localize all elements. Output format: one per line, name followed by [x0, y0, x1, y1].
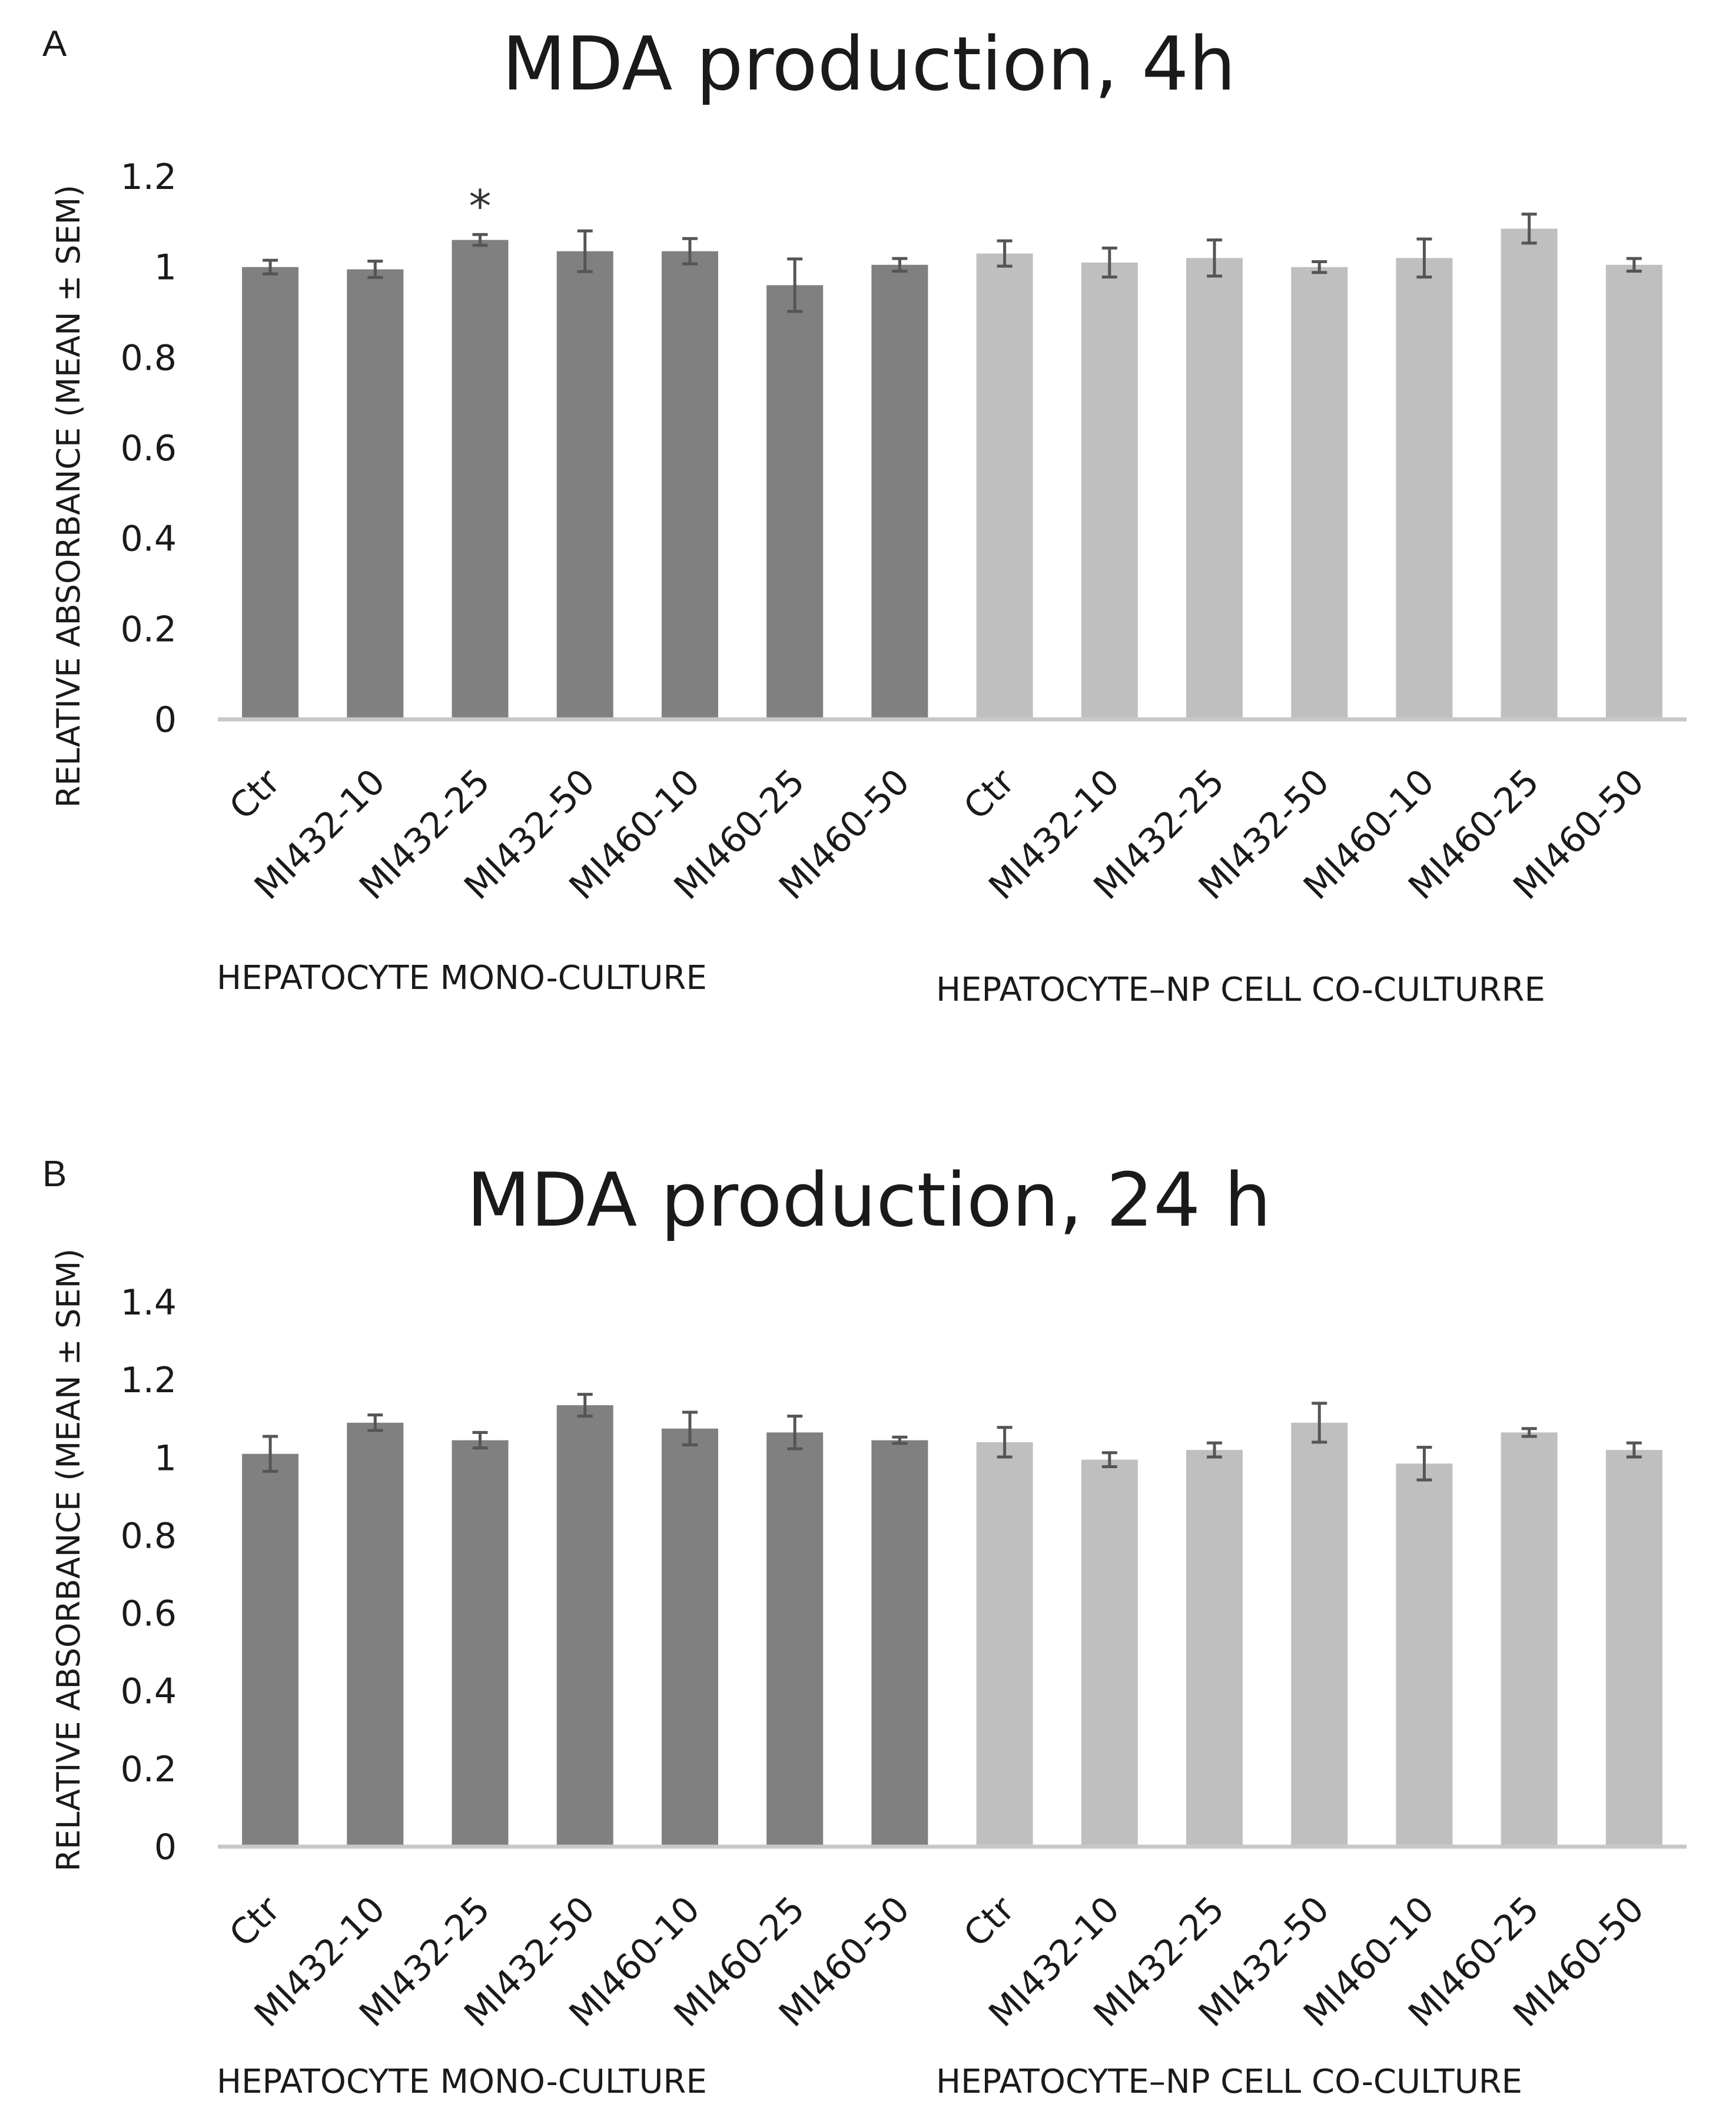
bar [1501, 228, 1558, 719]
significance-marker: * [469, 180, 492, 232]
y-tick-label: 1.4 [121, 1282, 177, 1323]
y-tick-label: 0.2 [121, 609, 177, 650]
bar [242, 267, 299, 720]
chart-title: MDA production, 24 h [467, 1157, 1272, 1243]
bar [976, 253, 1033, 719]
y-tick-label: 0 [154, 699, 177, 741]
bar [1396, 1463, 1453, 1847]
bar [1291, 267, 1348, 720]
panel-label: A [42, 24, 67, 64]
chart-panel-b: B MDA production, 24 h 0 0.2 0.4 0.6 0.8 1 1.2 1.… [42, 1154, 1687, 2101]
panel-label: B [42, 1154, 67, 1194]
y-axis-title: RELATIVE ABSORBANCE (MEAN ± SEM) [50, 1249, 87, 1871]
group-label: HEPATOCYTE–NP CELL CO-CULTURRE [936, 971, 1545, 1009]
bar [661, 251, 718, 719]
bar [766, 1432, 824, 1847]
group-label: HEPATOCYTE–NP CELL CO-CULTURE [936, 2063, 1522, 2101]
bar [1501, 1432, 1558, 1847]
y-tick-label: 1 [154, 1438, 177, 1479]
bar [242, 1453, 299, 1847]
bar [1396, 258, 1453, 719]
bar [1605, 264, 1662, 719]
bar [452, 240, 509, 720]
x-tick-label: Ctr [222, 761, 288, 828]
y-axis-title: RELATIVE ABSORBANCE (MEAN ± SEM) [50, 185, 87, 808]
bar [556, 251, 613, 719]
y-tick-label: 1.2 [121, 1360, 177, 1401]
bar [661, 1428, 718, 1847]
bar [871, 264, 928, 719]
bar [1186, 1450, 1243, 1847]
y-tick-label: 0.4 [121, 1671, 177, 1712]
chart-panel-a: A MDA production, 4h 0 0.2 0.4 0.6 0.8 1 1.2 RELA… [42, 21, 1687, 1009]
x-tick-label: Ctr [956, 1888, 1023, 1955]
y-tick-label: 0.4 [121, 519, 177, 560]
y-tick-label: 0.8 [121, 1515, 177, 1556]
bar [1605, 1450, 1662, 1847]
bar [1081, 1459, 1138, 1847]
y-tick-label: 0.6 [121, 1594, 177, 1635]
y-tick-label: 1.2 [121, 157, 177, 198]
bar [1291, 1422, 1348, 1847]
y-tick-label: 0.8 [121, 337, 177, 379]
bar [766, 285, 824, 719]
y-tick-label: 0 [154, 1827, 177, 1868]
y-tick-label: 1 [154, 247, 177, 288]
chart-title: MDA production, 4h [502, 21, 1236, 107]
x-tick-label: Ctr [222, 1888, 288, 1955]
bar [556, 1405, 613, 1847]
bar [347, 1422, 404, 1847]
bar [871, 1440, 928, 1847]
bar [1081, 262, 1138, 719]
x-tick-label: Ctr [956, 761, 1023, 828]
bar [976, 1442, 1033, 1847]
bar [347, 269, 404, 720]
bar [452, 1440, 509, 1847]
y-tick-label: 0.6 [121, 428, 177, 469]
group-label: HEPATOCYTE MONO-CULTURE [217, 2063, 707, 2101]
y-tick-label: 0.2 [121, 1749, 177, 1790]
group-label: HEPATOCYTE MONO-CULTURE [217, 959, 707, 997]
bar [1186, 258, 1243, 719]
